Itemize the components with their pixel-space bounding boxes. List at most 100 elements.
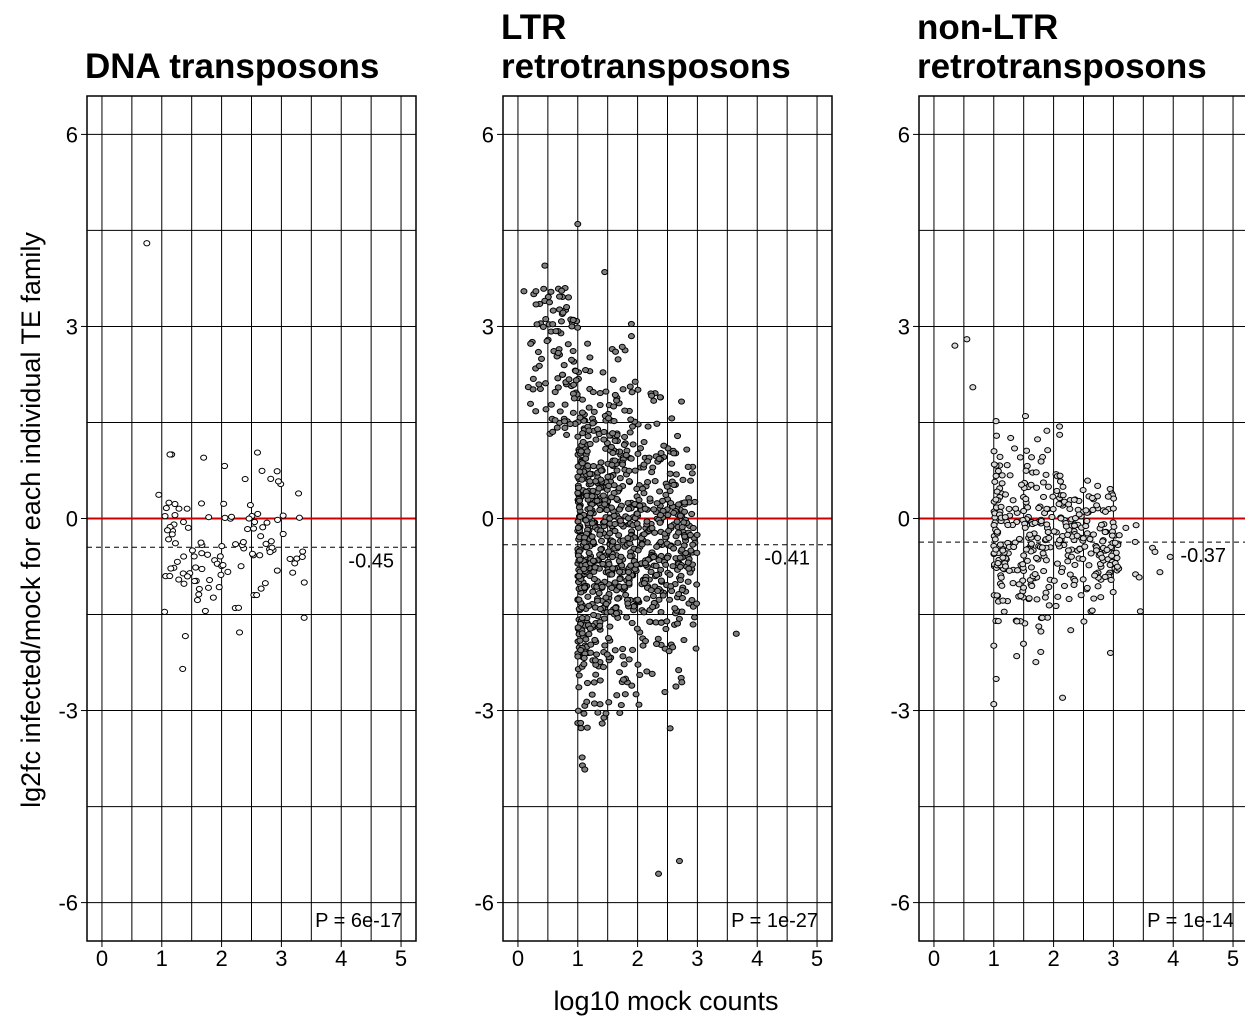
data-point: [236, 629, 244, 636]
data-point: [584, 593, 592, 600]
data-point: [597, 537, 605, 544]
data-point: [575, 573, 583, 580]
data-point: [627, 333, 635, 340]
data-point: [259, 524, 267, 531]
data-point: [664, 511, 672, 519]
data-point: [597, 459, 605, 466]
data-point: [649, 592, 657, 600]
data-point: [1110, 523, 1118, 530]
data-point: [598, 583, 606, 590]
data-point: [684, 578, 692, 585]
data-point: [1040, 567, 1048, 575]
data-point: [610, 489, 618, 497]
data-point: [1026, 531, 1034, 538]
data-point: [666, 571, 674, 578]
data-point: [175, 576, 183, 583]
y-tick-label: -6: [58, 891, 78, 916]
data-point: [209, 594, 217, 601]
data-point: [656, 488, 664, 495]
data-point: [644, 423, 652, 430]
data-point: [221, 514, 229, 521]
data-point: [580, 539, 588, 546]
data-point: [608, 553, 616, 561]
data-point: [532, 301, 540, 308]
data-point: [627, 562, 635, 569]
data-point: [1071, 522, 1079, 529]
data-point: [624, 534, 632, 542]
data-point: [1015, 535, 1023, 543]
data-point: [1025, 595, 1033, 602]
data-point: [535, 362, 543, 370]
data-point: [675, 501, 683, 508]
data-point: [657, 577, 665, 584]
data-point: [629, 646, 637, 654]
data-point: [656, 394, 664, 401]
data-point: [559, 309, 567, 316]
data-point: [672, 683, 680, 690]
data-point: [601, 268, 609, 276]
data-point: [602, 594, 610, 601]
data-point: [586, 510, 594, 517]
data-point: [997, 503, 1005, 510]
y-tick-label: 3: [66, 314, 78, 339]
data-point: [570, 381, 578, 388]
data-point: [574, 324, 582, 331]
data-point: [520, 288, 528, 295]
data-point: [261, 580, 269, 587]
data-point: [190, 553, 198, 560]
data-point: [171, 500, 179, 508]
data-point: [600, 428, 608, 436]
data-point: [554, 349, 562, 357]
data-point: [586, 649, 594, 656]
data-point: [684, 559, 692, 566]
data-point: [1045, 583, 1053, 591]
y-tick-label: -3: [58, 699, 78, 724]
y-tick-label: 6: [66, 122, 78, 147]
data-point: [1091, 572, 1099, 579]
data-point: [625, 478, 633, 485]
data-point: [657, 566, 665, 573]
data-point: [183, 573, 191, 580]
data-point: [588, 493, 596, 500]
data-point: [197, 539, 205, 546]
data-point: [1003, 462, 1011, 469]
p-value-label: P = 1e-27: [731, 910, 818, 932]
data-point: [1090, 595, 1098, 602]
data-point: [1056, 431, 1064, 438]
data-point: [590, 679, 598, 686]
panel-title: DNA transposons: [85, 47, 379, 86]
data-point: [556, 293, 564, 300]
data-point: [1132, 522, 1140, 529]
data-point: [570, 395, 578, 402]
data-point: [625, 656, 633, 663]
y-tick-label: 0: [482, 507, 494, 532]
data-point: [1101, 508, 1109, 515]
data-point: [605, 699, 613, 706]
data-point: [575, 504, 583, 511]
data-point: [549, 428, 557, 435]
data-point: [1089, 506, 1097, 514]
data-point: [610, 417, 618, 425]
data-point: [1108, 532, 1116, 539]
data-point: [1056, 423, 1064, 430]
data-point: [679, 476, 687, 483]
data-point: [596, 605, 604, 613]
data-point: [1071, 561, 1079, 569]
data-point: [670, 509, 678, 516]
data-point: [1109, 505, 1117, 512]
data-point: [649, 554, 657, 561]
data-point: [646, 495, 654, 502]
data-point: [1066, 571, 1074, 578]
data-point: [195, 591, 203, 598]
data-point: [688, 510, 696, 518]
data-point: [621, 407, 629, 414]
data-point: [951, 342, 959, 349]
data-point: [693, 531, 701, 539]
data-point: [166, 572, 174, 580]
data-point: [590, 463, 598, 470]
data-point: [1005, 505, 1013, 513]
data-point: [584, 340, 592, 347]
data-point: [165, 536, 173, 543]
data-point: [221, 462, 229, 470]
data-point: [579, 430, 587, 437]
